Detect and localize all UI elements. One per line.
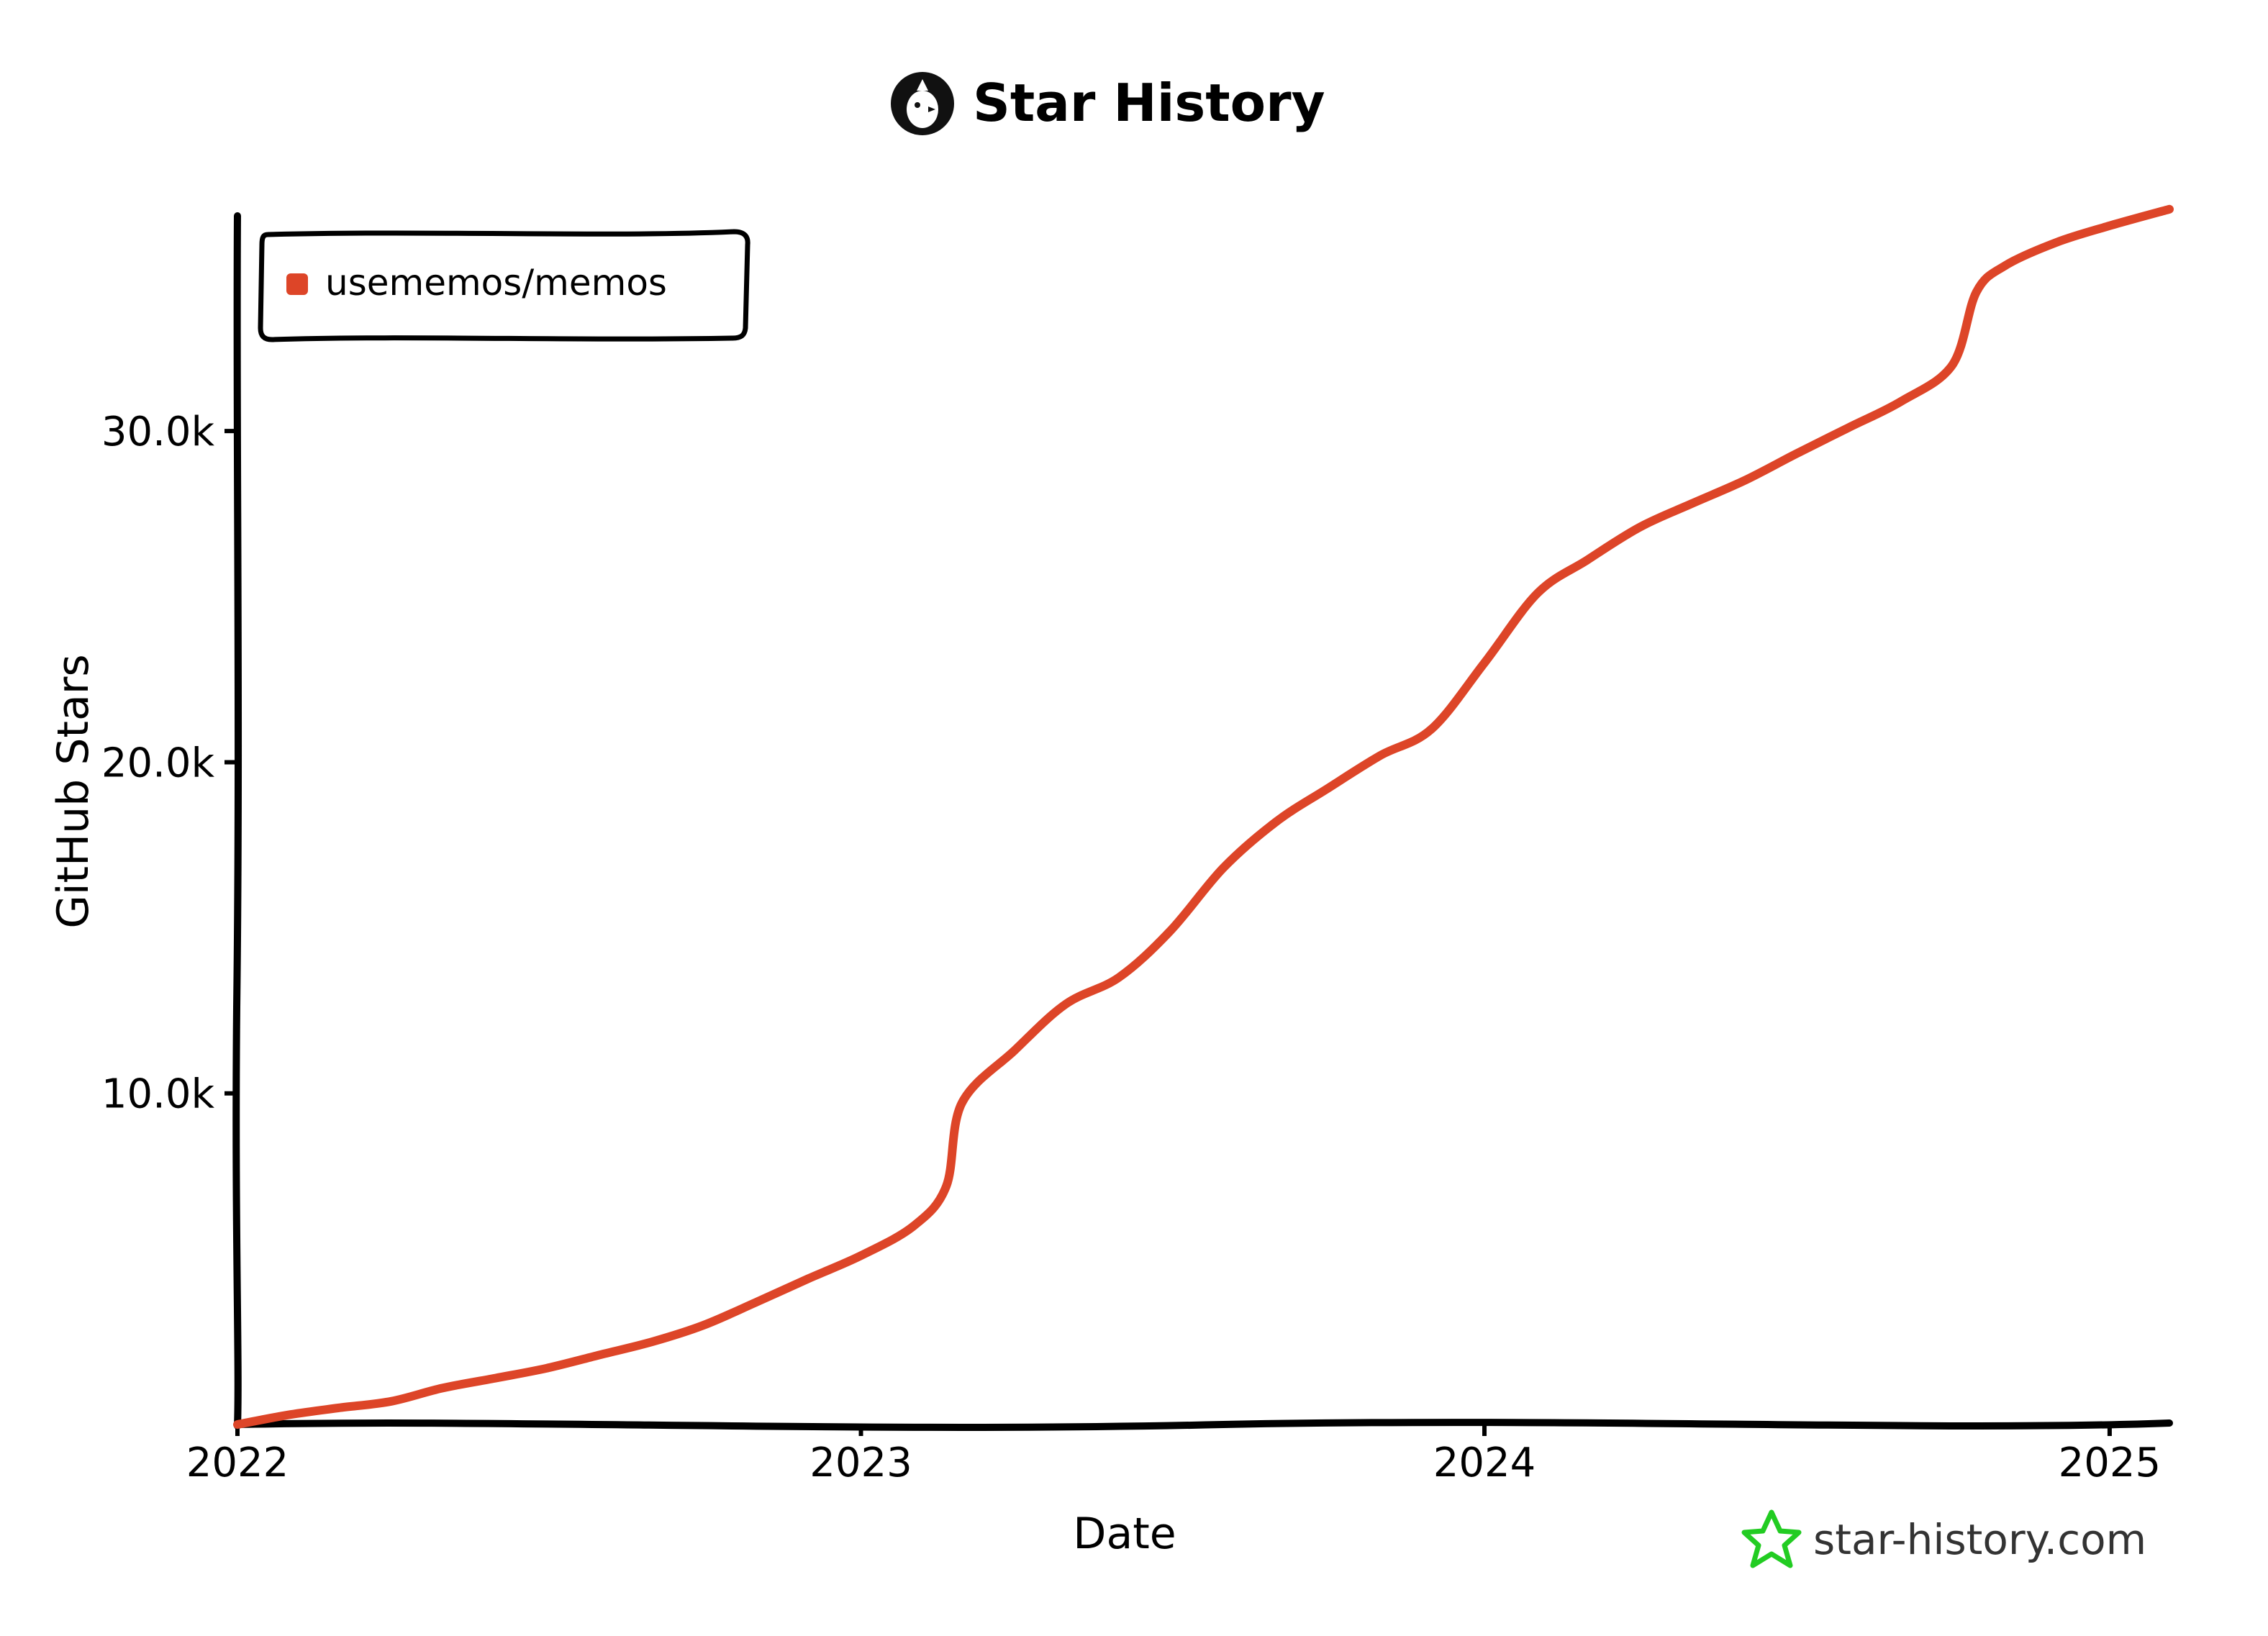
logo-bird-crest: [917, 79, 928, 91]
legend-box: [258, 229, 750, 342]
axes: [232, 212, 2173, 1431]
series-layer: [233, 204, 2174, 1429]
x-axis-label: Date: [1073, 1509, 1176, 1559]
y-axis-label: GitHub Stars: [48, 654, 99, 928]
brand-watermark: star-history.com: [1741, 1509, 2146, 1568]
y-tick-label: 10.0k: [101, 1071, 215, 1118]
y-ticks: 10.0k 20.0k 30.0k: [101, 409, 237, 1118]
x-tick-label: 2023: [809, 1440, 912, 1486]
logo-bird-body: [907, 91, 938, 128]
chart-header: Star History: [891, 72, 1325, 135]
star-history-logo-icon: [891, 72, 954, 135]
legend: usememos/memos: [258, 229, 750, 342]
x-tick-label: 2022: [186, 1440, 289, 1486]
green-star-icon: [1741, 1509, 1802, 1568]
logo-bird-beak: [928, 106, 935, 112]
legend-swatch: [286, 273, 308, 295]
x-axis-line: [234, 1419, 2173, 1431]
x-tick-label: 2024: [1433, 1440, 1536, 1486]
legend-label: usememos/memos: [325, 262, 667, 304]
x-ticks: 2022 2023 2024 2025: [186, 1424, 2161, 1486]
brand-text: star-history.com: [1813, 1515, 2146, 1564]
x-tick-label: 2025: [2059, 1440, 2162, 1486]
series-line-usememos-memos: [233, 204, 2174, 1429]
y-tick-label: 30.0k: [101, 409, 215, 455]
y-axis-line: [232, 212, 242, 1430]
chart-title: Star History: [973, 73, 1325, 133]
logo-bird-eye: [915, 102, 920, 108]
y-tick-label: 20.0k: [101, 740, 215, 786]
